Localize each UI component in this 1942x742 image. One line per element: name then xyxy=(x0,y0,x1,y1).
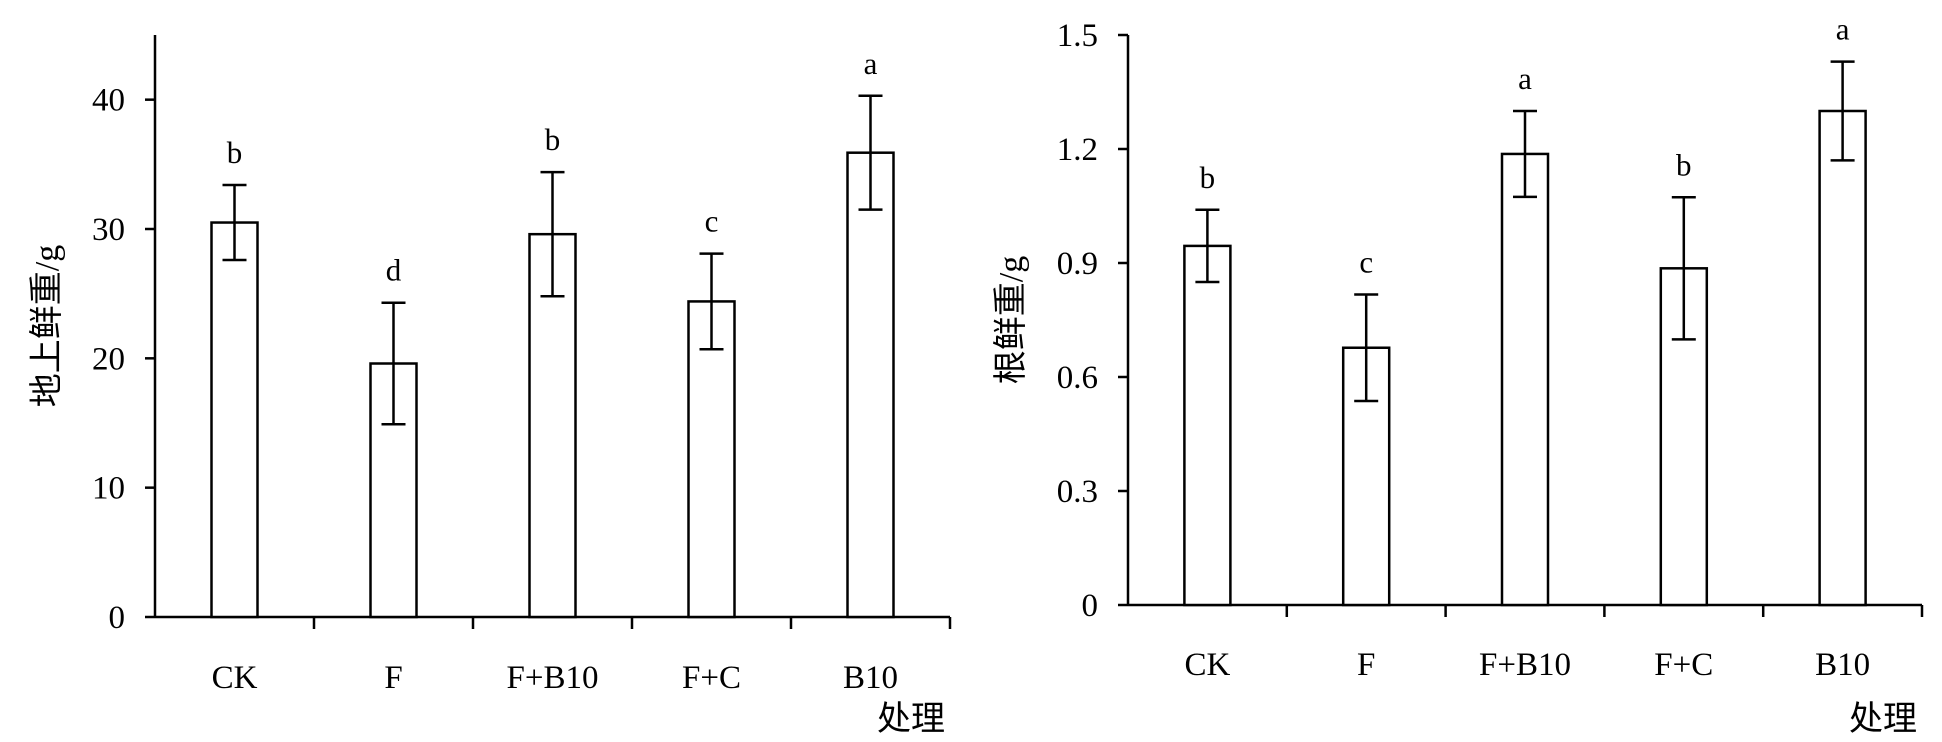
chart-panel-1: 0 10 20 30 40 b CK d Fb F+B10 c F+C a B10 处理 地上鲜重/g xyxy=(28,35,952,738)
y-tick-label: 10 xyxy=(92,471,125,507)
y-tick-label: 40 xyxy=(92,83,125,119)
y-tick-label: 20 xyxy=(92,341,125,377)
y-tick-label: 0.9 xyxy=(1057,246,1098,282)
y-axis-title: 根鲜重/g xyxy=(992,256,1030,384)
significance-label: a xyxy=(1836,12,1850,47)
x-category-label: B10 xyxy=(843,660,898,696)
bar-f-b10 xyxy=(1500,152,1550,607)
y-tick-label: 1.2 xyxy=(1057,132,1098,168)
chart-panel-2: 0 0.3 0.6 0.9 1.2 1.5 b CK c Fa F+B10 b F+C a B10 处理 根鲜重… xyxy=(992,12,1924,738)
x-axis-title: 处理 xyxy=(1849,701,1917,738)
bar-ck xyxy=(210,221,259,619)
y-tick-label: 1.5 xyxy=(1057,18,1098,54)
significance-label: b xyxy=(545,122,561,157)
x-category-label: F xyxy=(384,660,402,696)
x-category-label: F xyxy=(1357,647,1375,683)
x-axis-title: 处理 xyxy=(877,701,945,738)
x-category-label: B10 xyxy=(1815,647,1870,683)
x-category-label: CK xyxy=(1184,647,1230,683)
significance-label: c xyxy=(705,204,719,239)
x-category-label: F+B10 xyxy=(507,660,599,696)
bar-ck xyxy=(1183,244,1232,607)
significance-label: b xyxy=(1200,160,1216,195)
bar-b10 xyxy=(846,151,895,619)
significance-label: b xyxy=(1676,147,1692,182)
y-tick-label: 30 xyxy=(92,212,125,248)
y-tick-label: 0 xyxy=(1082,588,1099,624)
y-tick-label: 0.6 xyxy=(1057,360,1098,396)
bar-b10 xyxy=(1818,109,1867,607)
significance-label: a xyxy=(1518,61,1532,96)
significance-label: c xyxy=(1359,245,1373,280)
x-category-label: F+B10 xyxy=(1479,647,1571,683)
x-category-label: F+C xyxy=(1654,647,1713,683)
x-category-label: CK xyxy=(212,660,258,696)
y-tick-label: 0 xyxy=(109,600,126,636)
x-category-label: F+C xyxy=(682,660,741,696)
significance-label: b xyxy=(227,135,243,170)
significance-label: a xyxy=(864,46,878,81)
significance-label: d xyxy=(386,253,402,288)
y-axis-title: 地上鲜重/g xyxy=(28,245,66,407)
y-tick-label: 0.3 xyxy=(1057,474,1098,510)
